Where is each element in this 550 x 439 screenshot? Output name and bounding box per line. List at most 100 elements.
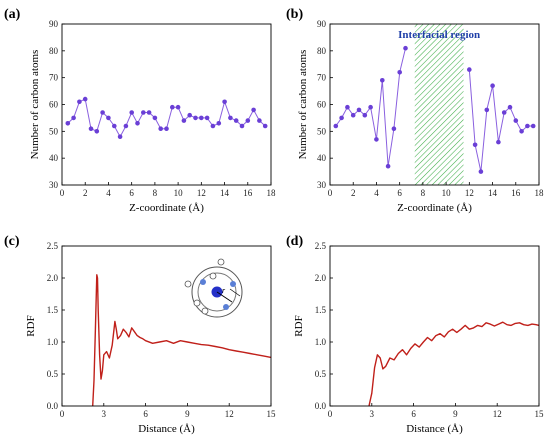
y-tick-label: 1.0 — [47, 337, 59, 347]
data-point — [88, 126, 94, 131]
inset-atom — [209, 272, 217, 280]
data-point — [164, 126, 169, 131]
data-point — [216, 121, 222, 126]
x-tick-label: 0 — [60, 188, 65, 198]
data-point — [228, 115, 233, 121]
inset-atom — [193, 299, 201, 307]
data-point — [100, 110, 105, 115]
inset-atom — [230, 281, 236, 287]
panel-label-a: (a) — [4, 7, 21, 22]
x-tick-label: 10 — [174, 188, 184, 198]
x-tick-label: 4 — [374, 188, 379, 198]
y-tick-label: 50 — [49, 126, 59, 136]
x-tick-label: 8 — [153, 188, 158, 198]
data-point — [123, 123, 129, 129]
data-point — [345, 104, 350, 110]
x-tick-label: 6 — [411, 409, 416, 419]
y-tick-label: 0.5 — [315, 369, 327, 379]
inset-inner-ring — [197, 272, 237, 312]
data-point — [112, 123, 117, 129]
axes-frame-b — [329, 23, 540, 186]
panel-c: (c) RDF Distance (Å) 0 3 6 9 12 15 0.0 0.5 1.0 1.… — [4, 234, 276, 435]
series-line — [92, 274, 272, 407]
series-line — [468, 69, 534, 173]
x-tick-label: 4 — [106, 188, 111, 198]
y-tick-label: 1.0 — [315, 337, 327, 347]
rdf-schematic-inset: r — [184, 258, 243, 318]
x-axis-label-b: Z-coordinate (Å) — [397, 202, 472, 214]
data-point — [490, 83, 495, 88]
data-point — [77, 99, 82, 105]
y-tick-label: 40 — [49, 153, 59, 163]
plot-area-c — [92, 274, 272, 407]
data-point — [501, 110, 507, 115]
y-axis-label-d: RDF — [293, 315, 305, 336]
data-point — [204, 115, 210, 121]
plot-area-d — [368, 321, 540, 407]
y-axis-label-c: RDF — [25, 315, 37, 336]
data-point — [251, 107, 256, 113]
data-point — [170, 104, 175, 110]
data-point — [193, 115, 198, 121]
data-point — [333, 123, 339, 129]
y-tick-label: 30 — [49, 180, 59, 190]
x-tick-label: 9 — [185, 409, 190, 419]
panel-label-b: (b) — [286, 7, 303, 22]
x-tick-label: 2 — [351, 188, 356, 198]
data-point — [222, 99, 227, 105]
y-axis-label-b: Number of carbon atoms — [297, 50, 309, 160]
data-point — [233, 118, 239, 123]
data-point — [496, 139, 501, 145]
x-tick-label: 10 — [442, 188, 452, 198]
data-point — [368, 104, 373, 110]
y-tick-label: 60 — [49, 100, 59, 110]
data-point — [519, 129, 524, 134]
data-point — [507, 104, 513, 110]
data-point — [385, 163, 391, 169]
inset-dr-line — [229, 288, 241, 297]
x-tick-label: 16 — [243, 188, 253, 198]
ticks-a: 0 2 4 6 8 10 12 14 16 18 30 40 50 60 70 80 90 — [49, 19, 276, 198]
inset-atom — [223, 304, 229, 310]
data-point — [380, 78, 385, 83]
panel-a: (a) Number of carbon atoms Z-coordinate … — [4, 7, 276, 214]
y-tick-label: 40 — [317, 153, 327, 163]
y-tick-label: 70 — [49, 73, 59, 83]
x-tick-label: 14 — [488, 188, 498, 198]
y-tick-label: 2.0 — [47, 273, 59, 283]
inset-atom — [184, 280, 192, 288]
x-tick-label: 3 — [102, 409, 107, 419]
x-tick-label: 14 — [220, 188, 230, 198]
x-axis-label-d: Distance (Å) — [406, 423, 463, 435]
data-point — [239, 123, 245, 129]
panel-b: (b) Number of carbon atoms Z-coordinate … — [286, 7, 544, 214]
x-axis-label-c: Distance (Å) — [138, 423, 195, 435]
inset-atom — [201, 307, 209, 315]
data-point — [141, 110, 146, 115]
data-point — [106, 115, 111, 121]
data-point — [350, 112, 356, 118]
inset-outer-ring — [191, 266, 243, 318]
x-tick-label: 15 — [267, 409, 277, 419]
y-axis-label-a: Number of carbon atoms — [29, 50, 41, 160]
data-point — [199, 115, 204, 121]
plot-area-b — [333, 45, 536, 174]
data-point — [129, 110, 134, 115]
data-point — [478, 169, 484, 174]
data-point — [391, 126, 397, 131]
data-point — [374, 137, 379, 142]
y-tick-label: 80 — [49, 46, 59, 56]
data-point — [339, 115, 344, 121]
x-tick-label: 6 — [397, 188, 402, 198]
y-tick-label: 70 — [317, 73, 327, 83]
y-tick-label: 0.0 — [315, 401, 327, 411]
data-point — [530, 123, 536, 129]
data-point — [525, 123, 530, 129]
x-tick-label: 12 — [225, 409, 234, 419]
panel-d: (d) RDF Distance (Å) 0 3 6 9 12 15 0.0 0.5 1.0 1.… — [286, 234, 544, 435]
x-tick-label: 12 — [197, 188, 206, 198]
inset-r-label: r — [222, 286, 226, 295]
ticks-b: 0 2 4 6 8 10 12 14 16 18 30 40 50 60 70 80 90 — [317, 19, 544, 198]
x-tick-label: 8 — [421, 188, 426, 198]
y-tick-label: 60 — [317, 100, 327, 110]
